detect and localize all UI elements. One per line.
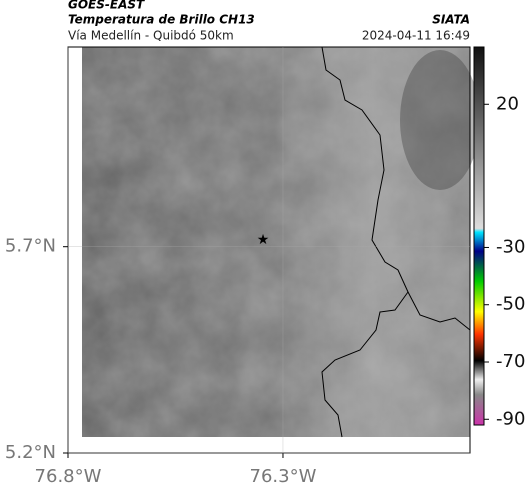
map-title: Temperatura de Brillo CH13 (68, 13, 255, 27)
x-tick-label: 76.8°W (35, 466, 102, 487)
colorbar-tick-label: -90 (496, 408, 525, 429)
colorbar-tick-label: -30 (496, 236, 525, 257)
y-tick-label: 5.7°N (5, 236, 56, 257)
source: SIATA (432, 13, 470, 27)
colorbar-tick-label: -50 (496, 294, 525, 315)
subtitle: Vía Medellín - Quibdó 50km (68, 29, 234, 43)
boundary-line (407, 291, 471, 331)
colorbar-tick-label: 20 (496, 93, 519, 114)
x-tick-label: 76.3°W (250, 466, 317, 487)
y-tick-label: 5.2°N (5, 442, 56, 463)
cloud-texture (82, 47, 470, 437)
location-marker: ★ (257, 232, 270, 248)
boundary-line (321, 46, 409, 438)
colorbar-tick-label: -70 (496, 351, 525, 372)
timestamp: 2024-04-11 16:49 (362, 29, 470, 43)
satellite-name: GOES-EAST (68, 0, 145, 12)
colorbar (473, 46, 485, 426)
cold-cloud (400, 50, 480, 190)
